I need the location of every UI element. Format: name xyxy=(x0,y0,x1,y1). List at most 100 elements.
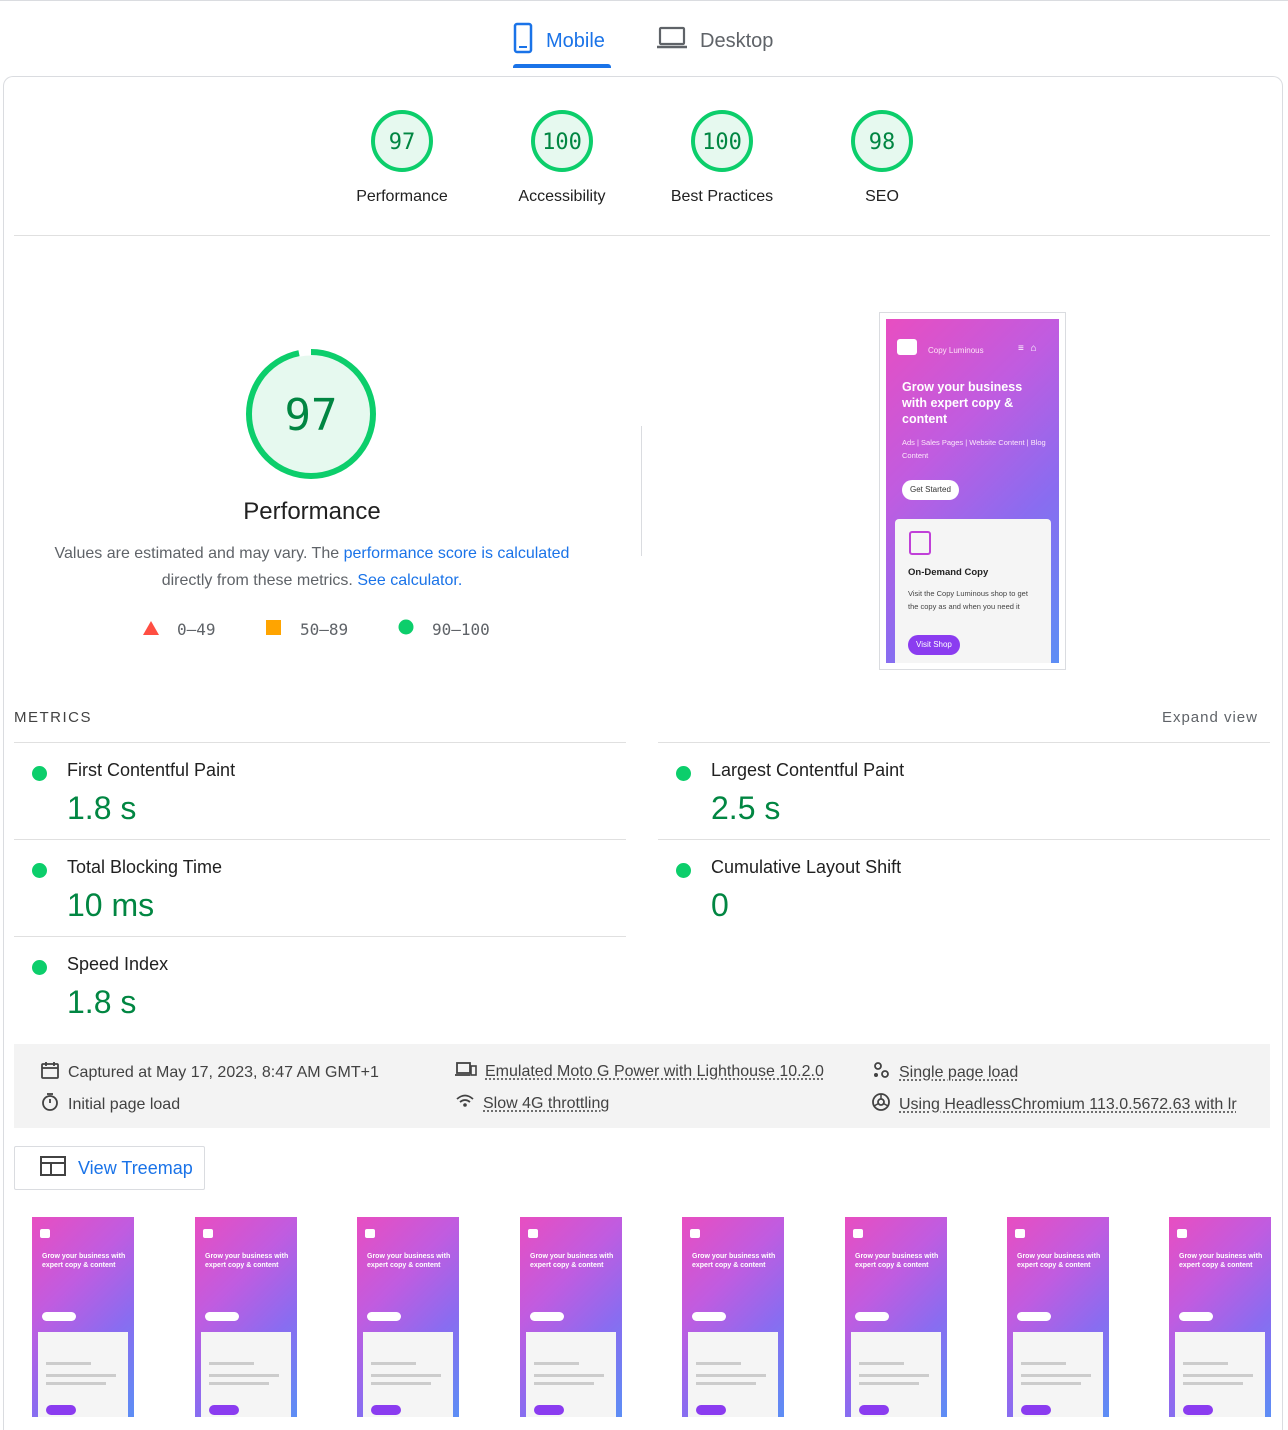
pass-dot-icon xyxy=(676,863,691,878)
metric-divider xyxy=(14,936,626,937)
info-initial: Initial page load xyxy=(40,1092,180,1117)
filmstrip-hero: Grow your business with expert copy & co… xyxy=(692,1252,777,1270)
tab-desktop[interactable]: Desktop xyxy=(656,14,773,68)
view-treemap-button[interactable]: View Treemap xyxy=(14,1146,205,1190)
filmstrip-line xyxy=(46,1374,116,1377)
filmstrip-card xyxy=(38,1332,128,1417)
filmstrip-card-button xyxy=(859,1405,889,1415)
filmstrip-line xyxy=(859,1362,904,1365)
filmstrip-hero: Grow your business with expert copy & co… xyxy=(855,1252,940,1270)
legend-range: 0–49 xyxy=(177,620,216,639)
site-logo-icon xyxy=(203,1229,213,1238)
site-logo-icon xyxy=(690,1229,700,1238)
see-calculator-link[interactable]: See calculator. xyxy=(357,572,462,589)
site-hero-title: Grow your business with expert copy & co… xyxy=(902,379,1042,427)
filmstrip-line xyxy=(534,1362,579,1365)
filmstrip-card-button xyxy=(371,1405,401,1415)
metric-title: First Contentful Paint xyxy=(67,760,235,781)
wifi-icon xyxy=(455,1092,475,1115)
filmstrip-frame: Grow your business with expert copy & co… xyxy=(1007,1217,1109,1417)
final-screenshot[interactable]: Copy Luminous ≡ ⌂ Grow your business wit… xyxy=(879,312,1066,670)
site-logo-icon xyxy=(40,1229,50,1238)
filmstrip-card-button xyxy=(1021,1405,1051,1415)
filmstrip-card xyxy=(1013,1332,1103,1417)
filmstrip-card-button xyxy=(696,1405,726,1415)
menu-cart-icon: ≡ ⌂ xyxy=(1018,343,1039,354)
smartphone-icon xyxy=(512,22,534,60)
info-browser-text: Using HeadlessChromium 113.0.5672.63 wit… xyxy=(899,1096,1237,1114)
tab-desktop-label: Desktop xyxy=(700,30,773,53)
gauge-label: Performance xyxy=(322,188,482,206)
gauge-ring: 97 xyxy=(369,108,435,174)
filmstrip-line xyxy=(209,1362,254,1365)
filmstrip-line xyxy=(696,1374,766,1377)
metric-value: 10 ms xyxy=(67,887,154,924)
info-device[interactable]: Emulated Moto G Power with Lighthouse 10… xyxy=(455,1060,824,1083)
performance-description: Values are estimated and may vary. The p… xyxy=(20,540,604,594)
metric-fcp: First Contentful Paint 1.8 s xyxy=(32,760,592,830)
performance-score: 97 xyxy=(285,390,338,441)
performance-gauge: 97 xyxy=(241,344,381,489)
pass-dot-icon xyxy=(32,960,47,975)
filmstrip-frame: Grow your business with expert copy & co… xyxy=(195,1217,297,1417)
filmstrip-hero: Grow your business with expert copy & co… xyxy=(42,1252,127,1270)
filmstrip-card-button xyxy=(1183,1405,1213,1415)
filmstrip-cta xyxy=(530,1312,564,1321)
document-icon xyxy=(909,531,931,555)
filmstrip-cta xyxy=(367,1312,401,1321)
filmstrip-hero: Grow your business with expert copy & co… xyxy=(1179,1252,1264,1270)
gauge-ring: 100 xyxy=(529,108,595,174)
info-throttling[interactable]: Slow 4G throttling xyxy=(455,1092,609,1115)
filmstrip-card-button xyxy=(209,1405,239,1415)
site-card-button: Visit Shop xyxy=(908,635,960,655)
filmstrip-line xyxy=(1021,1362,1066,1365)
filmstrip-card xyxy=(688,1332,778,1417)
filmstrip-hero: Grow your business with expert copy & co… xyxy=(205,1252,290,1270)
info-browser[interactable]: Using HeadlessChromium 113.0.5672.63 wit… xyxy=(871,1092,1237,1117)
desc-text-2: directly from these metrics. xyxy=(162,572,358,589)
filmstrip-hero: Grow your business with expert copy & co… xyxy=(530,1252,615,1270)
tab-mobile[interactable]: Mobile xyxy=(512,14,605,68)
info-device-text: Emulated Moto G Power with Lighthouse 10… xyxy=(485,1063,824,1081)
gauge-performance[interactable]: 97 Performance xyxy=(322,108,482,206)
metric-divider xyxy=(14,839,626,840)
filmstrip-line xyxy=(46,1382,106,1385)
desc-text: Values are estimated and may vary. The xyxy=(55,545,344,562)
site-tags: Ads | Sales Pages | Website Content | Bl… xyxy=(902,436,1052,462)
calendar-icon xyxy=(40,1060,60,1085)
gauge-best-practices[interactable]: 100 Best Practices xyxy=(642,108,802,206)
filmstrip-card xyxy=(1175,1332,1265,1417)
expand-view-button[interactable]: Expand view xyxy=(1162,709,1258,726)
site-logo-icon xyxy=(1015,1229,1025,1238)
score-calculated-link[interactable]: performance score is calculated xyxy=(344,545,570,562)
metric-title: Speed Index xyxy=(67,954,168,975)
filmstrip-line xyxy=(859,1382,919,1385)
filmstrip-line xyxy=(46,1362,91,1365)
filmstrip-hero: Grow your business with expert copy & co… xyxy=(1017,1252,1102,1270)
metric-cls: Cumulative Layout Shift 0 xyxy=(676,857,1236,927)
gauge-score: 98 xyxy=(869,130,896,155)
metric-divider xyxy=(14,742,626,743)
laptop-icon xyxy=(656,26,688,56)
legend-pass: 90–100 xyxy=(398,618,490,640)
site-logo-icon xyxy=(1177,1229,1187,1238)
filmstrip-frame: Grow your business with expert copy & co… xyxy=(1169,1217,1271,1417)
info-single[interactable]: Single page load xyxy=(871,1060,1018,1085)
filmstrip-card xyxy=(201,1332,291,1417)
performance-gauge-ring: 97 xyxy=(241,344,381,484)
site-cta: Get Started xyxy=(902,480,959,500)
site-logo-icon xyxy=(853,1229,863,1238)
triangle-icon xyxy=(143,620,159,639)
gauge-ring: 98 xyxy=(849,108,915,174)
metric-value: 1.8 s xyxy=(67,790,136,827)
filmstrip-cta xyxy=(692,1312,726,1321)
gauge-accessibility[interactable]: 100 Accessibility xyxy=(482,108,642,206)
filmstrip-line xyxy=(209,1374,279,1377)
filmstrip-cta xyxy=(1017,1312,1051,1321)
metric-lcp: Largest Contentful Paint 2.5 s xyxy=(676,760,1236,830)
pass-dot-icon xyxy=(32,766,47,781)
filmstrip-line xyxy=(1183,1382,1243,1385)
legend-range: 90–100 xyxy=(432,620,490,639)
metric-tbt: Total Blocking Time 10 ms xyxy=(32,857,592,927)
gauge-seo[interactable]: 98 SEO xyxy=(802,108,962,206)
